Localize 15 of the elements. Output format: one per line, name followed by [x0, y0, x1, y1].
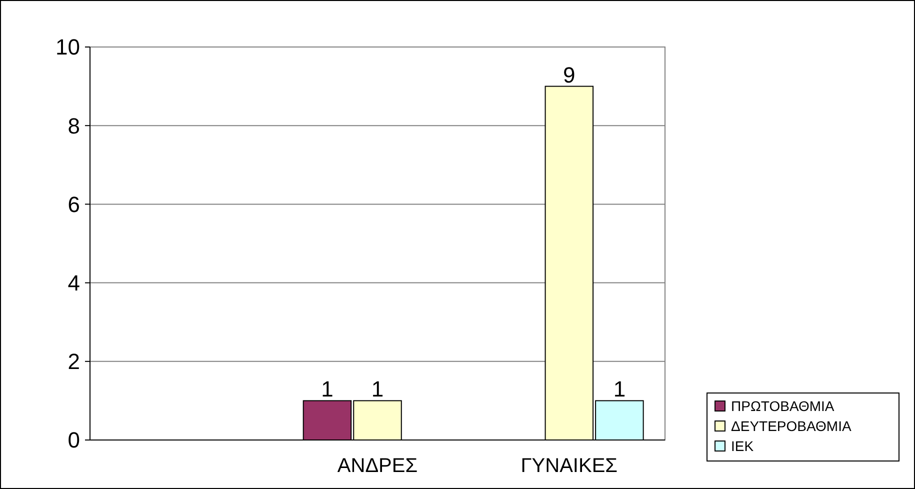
data-label: 9 [563, 62, 576, 88]
y-tick-label: 4 [68, 270, 80, 296]
y-tick-label: 2 [68, 349, 80, 374]
y-tick-label: 10 [56, 34, 80, 60]
y-tick-label: 6 [68, 192, 80, 217]
y-tick-label: 0 [68, 428, 80, 453]
data-label: 1 [371, 376, 384, 402]
data-label: 1 [321, 376, 334, 402]
legend-label: ΙΕΚ [731, 438, 754, 454]
legend-label: ΠΡΩΤΟΒΑΘΜΙΑ [731, 398, 835, 414]
x-tick-label: ΑΝΔΡΕΣ [337, 455, 418, 477]
legend-label: ΔΕΥΤΕΡΟΒΑΘΜΙΑ [731, 418, 852, 434]
y-tick-label: 8 [68, 113, 80, 138]
data-label: 1 [613, 376, 626, 402]
x-tick-label: ΓΥΝΑΙΚΕΣ [520, 455, 618, 477]
